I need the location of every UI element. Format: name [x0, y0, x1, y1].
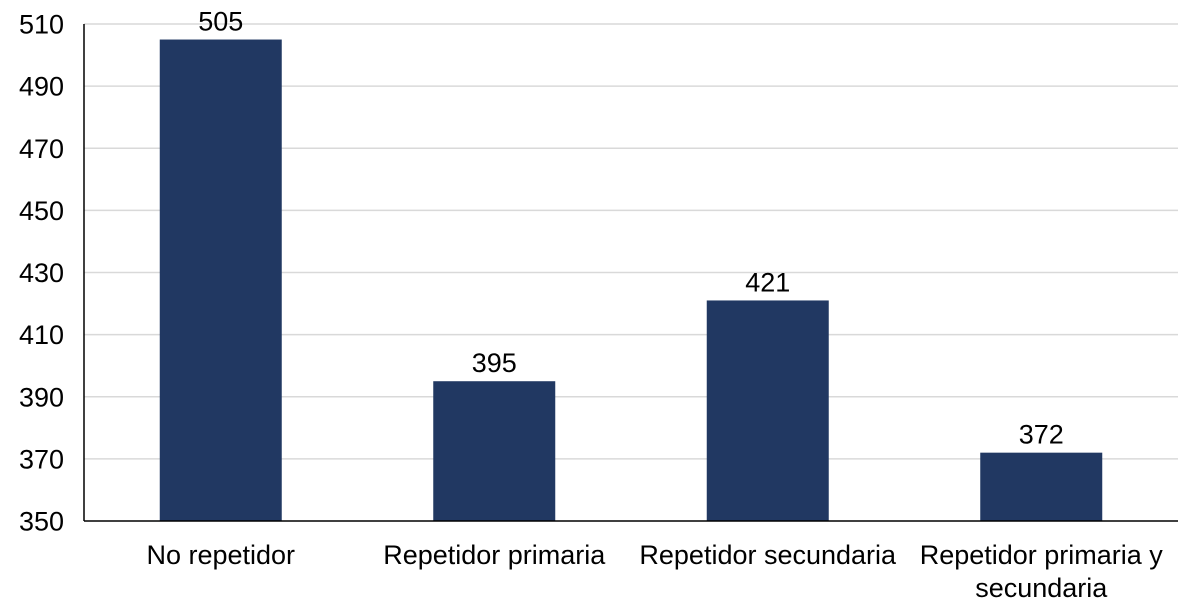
y-tick-label: 390 [19, 382, 64, 412]
bar [980, 452, 1103, 521]
category-label: secundaria [975, 573, 1108, 603]
category-label: Repetidor primaria [383, 540, 606, 570]
y-tick-label: 410 [19, 320, 64, 350]
data-labels: 505 395 421 372 [198, 7, 1064, 450]
y-tick-label: 490 [19, 72, 64, 102]
y-tick-label: 510 [19, 10, 64, 40]
bar [433, 381, 556, 521]
category-label: Repetidor secundaria [639, 540, 897, 570]
category-label: No repetidor [146, 540, 295, 570]
bars [159, 39, 1103, 521]
axes [83, 24, 1178, 522]
bar [706, 300, 829, 521]
y-tick-label: 430 [19, 258, 64, 288]
y-tick-labels: 350 370 390 410 430 450 470 490 510 [19, 10, 64, 537]
y-tick-label: 450 [19, 196, 64, 226]
category-labels: No repetidor Repetidor primaria Repetidor … [146, 540, 1163, 603]
data-label: 395 [472, 348, 517, 378]
bar [159, 39, 282, 521]
y-tick-label: 470 [19, 134, 64, 164]
category-label: Repetidor primaria y [920, 540, 1164, 570]
y-tick-label: 370 [19, 444, 64, 474]
data-label: 372 [1019, 420, 1064, 450]
y-tick-label: 350 [19, 507, 64, 537]
data-label: 421 [745, 267, 790, 297]
data-label: 505 [198, 7, 243, 37]
